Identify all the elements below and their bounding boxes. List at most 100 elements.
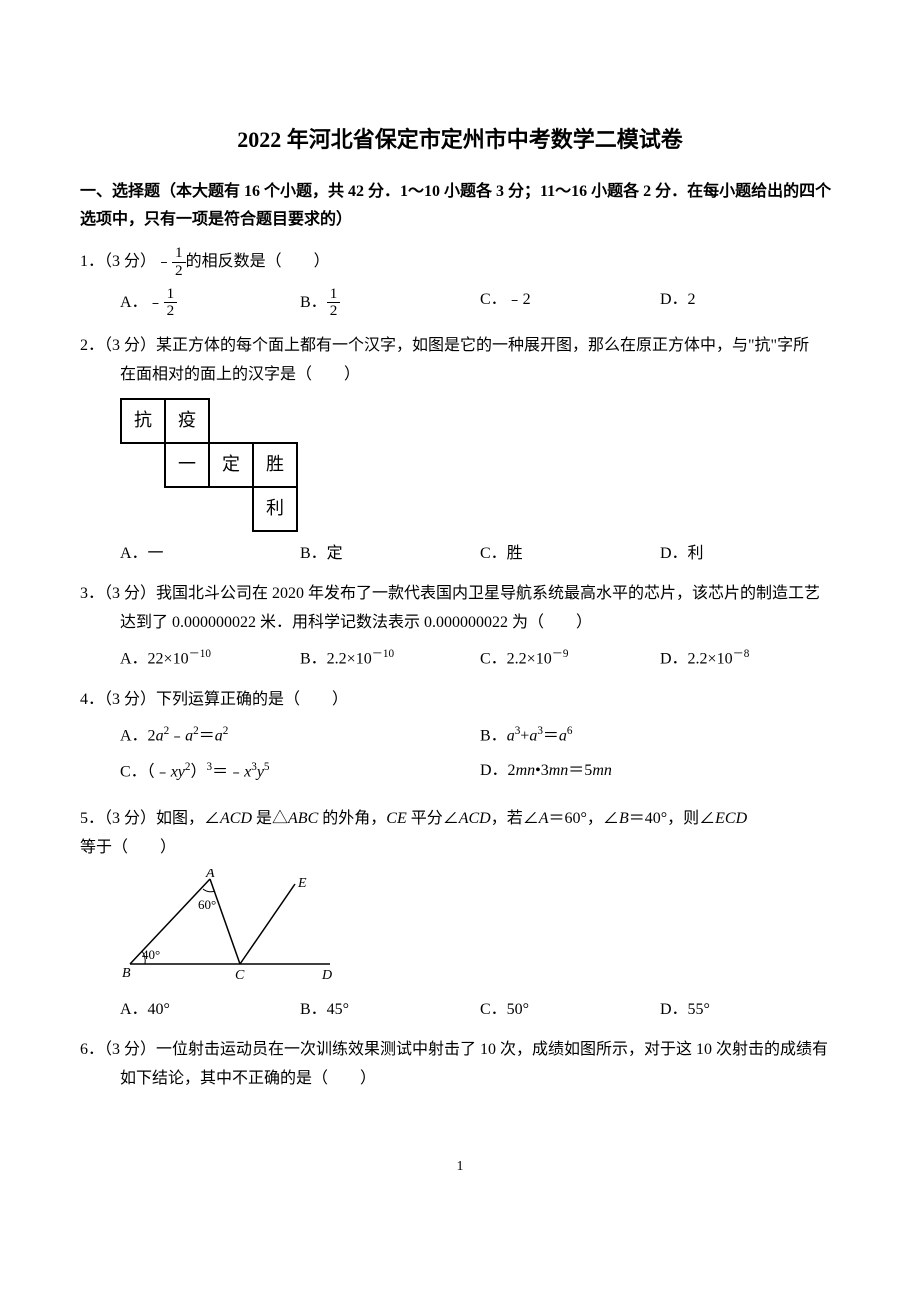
net-cell-3: 一 <box>165 443 209 487</box>
q1-text: 1．（3 分）﹣12的相反数是（ ） <box>80 245 840 279</box>
q3-option-a: A．22×10－10 <box>120 644 300 674</box>
q1-optB-frac: 12 <box>327 286 341 320</box>
q4b-a3: a <box>559 727 567 744</box>
q2-option-c: C．胜 <box>480 540 660 569</box>
q5-pre: 5．（3 分）如图，∠ <box>80 810 220 827</box>
net-cell-5: 胜 <box>253 443 297 487</box>
q4b-plus: + <box>520 727 529 744</box>
question-6: 6．（3 分）一位射击运动员在一次训练效果测试中射击了 10 次，成绩如图所示，… <box>80 1036 840 1094</box>
q4d-eq: ＝5 <box>568 762 592 779</box>
q5-a: A <box>539 810 549 827</box>
q4a-pre: A．2 <box>120 727 156 744</box>
section-header: 一、选择题（本大题有 16 个小题，共 42 分．1～10 小题各 3 分；11… <box>80 178 840 236</box>
q5-ecd: ECD <box>715 810 747 827</box>
q1-option-d: D．2 <box>660 286 840 320</box>
q1-den: 2 <box>172 263 186 280</box>
triangle-diagram: A B C D E 60° 40° <box>120 869 340 979</box>
q1-optA-frac: 12 <box>164 286 178 320</box>
q3-options: A．22×10－10 B．2.2×10－10 C．2.2×10－9 D．2.2×… <box>80 644 840 674</box>
q5-m1: 是△ <box>252 810 288 827</box>
q3-optA-sup: －10 <box>189 648 211 660</box>
page-number: 1 <box>80 1154 840 1179</box>
q1-fraction: 12 <box>172 245 186 279</box>
q1-option-a: A．﹣12 <box>120 286 300 320</box>
q4c-eq: ＝﹣ <box>212 763 244 780</box>
q4-option-a: A．2a2﹣a2＝a2 <box>120 721 480 751</box>
q1-suffix: 的相反数是（ ） <box>186 253 330 270</box>
q4d-mn1: mn <box>516 762 536 779</box>
q3-optB-sup: －10 <box>372 648 394 660</box>
q3-option-b: B．2.2×10－10 <box>300 644 480 674</box>
q4c-s4: 5 <box>264 761 270 773</box>
q4a-a1: a <box>156 727 164 744</box>
q4a-a3: a <box>215 727 223 744</box>
q4c-close: ） <box>190 763 206 780</box>
q5-option-d: D．55° <box>660 996 840 1025</box>
q2-options: A．一 B．定 C．胜 D．利 <box>80 540 840 569</box>
q2-line2: 在面相对的面上的汉字是（ ） <box>80 361 840 390</box>
q1-prefix: 1．（3 分）﹣ <box>80 253 172 270</box>
q5-acd: ACD <box>220 810 252 827</box>
q5-option-b: B．45° <box>300 996 480 1025</box>
q4b-s3: 6 <box>567 725 573 737</box>
q3-option-d: D．2.2×10－8 <box>660 644 840 674</box>
label-E: E <box>297 876 307 891</box>
q5-options: A．40° B．45° C．50° D．55° <box>80 996 840 1025</box>
q5-text: 5．（3 分）如图，∠ACD 是△ABC 的外角，CE 平分∠ACD，若∠A＝6… <box>80 805 840 863</box>
net-cell-2: 疫 <box>165 399 209 443</box>
q4d-pre: D．2 <box>480 762 516 779</box>
q4-option-d: D．2mn•3mn＝5mn <box>480 757 840 787</box>
q3-optD-sup: －8 <box>733 648 750 660</box>
q4a-s3: 2 <box>223 725 229 737</box>
q3-optB-text: B．2.2×10 <box>300 650 372 667</box>
q5-m3: 平分∠ <box>407 810 459 827</box>
angle-60: 60° <box>198 897 216 912</box>
q5-option-c: C．50° <box>480 996 660 1025</box>
q4b-a1: a <box>507 727 515 744</box>
q4d-mn3: mn <box>592 762 612 779</box>
q1-optA-prefix: A．﹣ <box>120 294 164 311</box>
q5-b: B <box>619 810 629 827</box>
q1-num: 1 <box>172 245 186 263</box>
label-B: B <box>122 966 131 979</box>
q4c-y: y <box>257 763 264 780</box>
q5-acd2: ACD <box>459 810 491 827</box>
q4c-pre: C．（﹣ <box>120 763 171 780</box>
q5-end: 等于（ ） <box>80 839 176 856</box>
q3-optD-text: D．2.2×10 <box>660 650 733 667</box>
net-cell-4: 定 <box>209 443 253 487</box>
q5-m4: ，若∠ <box>491 810 539 827</box>
q3-optC-sup: －9 <box>552 648 569 660</box>
q4d-dot: •3 <box>535 762 549 779</box>
question-4: 4．（3 分）下列运算正确的是（ ） A．2a2﹣a2＝a2 B．a3+a3＝a… <box>80 686 840 793</box>
q4-text: 4．（3 分）下列运算正确的是（ ） <box>80 686 840 715</box>
label-C: C <box>235 968 245 979</box>
q3-line1: 3．（3 分）我国北斗公司在 2020 年发布了一款代表国内卫星导航系统最高水平… <box>80 580 840 609</box>
page-title: 2022 年河北省保定市定州市中考数学二模试卷 <box>80 120 840 160</box>
q1-option-b: B．12 <box>300 286 480 320</box>
q5-m6: ＝40°，则∠ <box>629 810 715 827</box>
q4a-mid: ﹣ <box>169 727 185 744</box>
q4-option-b: B．a3+a3＝a6 <box>480 721 840 751</box>
q4a-eq: ＝ <box>199 727 215 744</box>
q1-optB-prefix: B． <box>300 294 327 311</box>
q2-line1: 2．（3 分）某正方体的每个面上都有一个汉字，如图是它的一种展开图，那么在原正方… <box>80 332 840 361</box>
q4b-eq: ＝ <box>543 727 559 744</box>
q2-option-a: A．一 <box>120 540 300 569</box>
q1-optB-num: 1 <box>327 286 341 304</box>
q4-options: A．2a2﹣a2＝a2 B．a3+a3＝a6 C．（﹣xy2）3＝﹣x3y5 D… <box>80 721 840 793</box>
q1-optA-num: 1 <box>164 286 178 304</box>
q5-ce: CE <box>386 810 406 827</box>
q3-line2: 达到了 0.000000022 米．用科学记数法表示 0.000000022 为… <box>80 609 840 638</box>
net-cell-1: 抗 <box>121 399 165 443</box>
q1-option-c: C．﹣2 <box>480 286 660 320</box>
q5-m5: ＝60°，∠ <box>549 810 619 827</box>
question-2: 2．（3 分）某正方体的每个面上都有一个汉字，如图是它的一种展开图，那么在原正方… <box>80 332 840 568</box>
q4c-xy: xy <box>171 763 185 780</box>
q3-option-c: C．2.2×10－9 <box>480 644 660 674</box>
q4a-a2: a <box>185 727 193 744</box>
net-cell-6: 利 <box>253 487 297 531</box>
q6-line1: 6．（3 分）一位射击运动员在一次训练效果测试中射击了 10 次，成绩如图所示，… <box>80 1036 840 1065</box>
q5-abc: ABC <box>288 810 318 827</box>
q4d-mn2: mn <box>549 762 569 779</box>
